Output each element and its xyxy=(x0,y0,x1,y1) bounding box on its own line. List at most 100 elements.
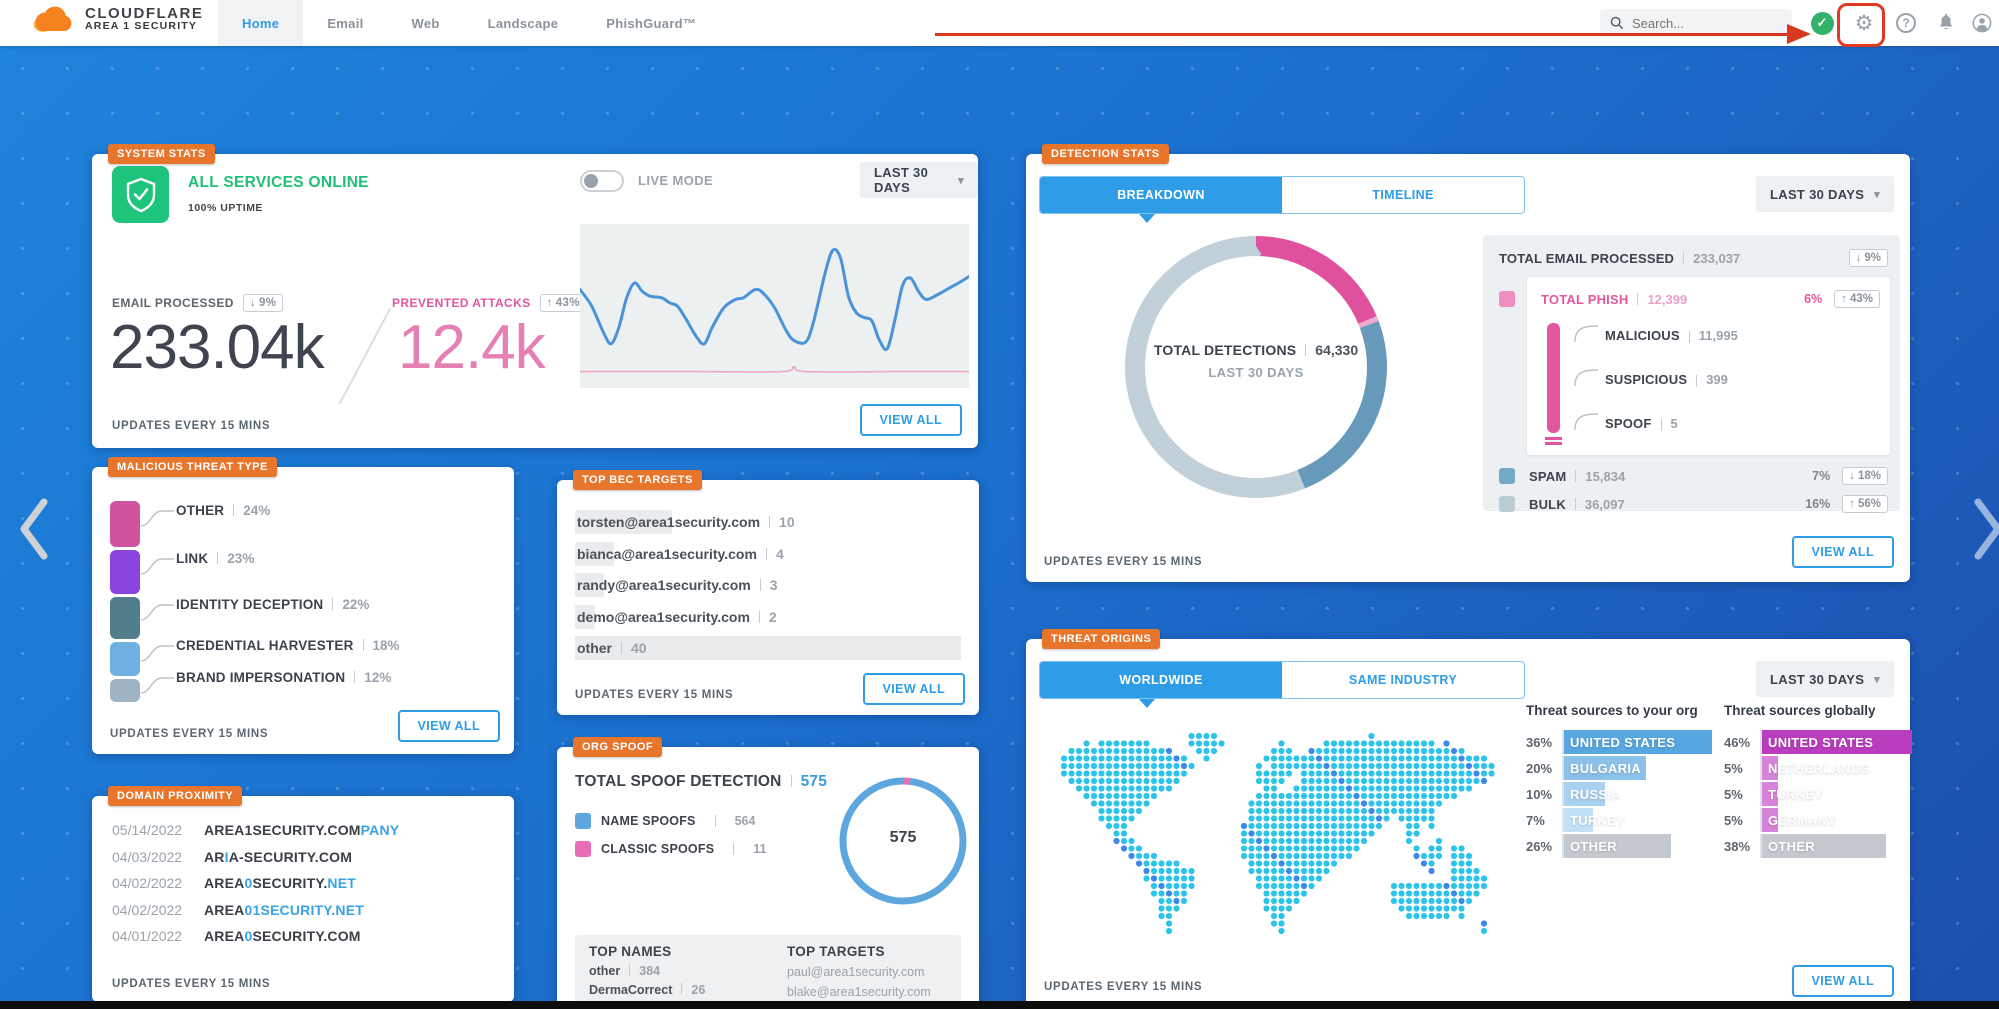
view-all-button[interactable]: VIEW ALL xyxy=(1791,536,1894,568)
connector-line xyxy=(140,558,174,575)
updates-note: UPDATES EVERY 15 MINS xyxy=(112,978,271,990)
delta-badge: ↓ 18% xyxy=(1842,467,1888,485)
nav-item-phishguard[interactable]: PhishGuard™ xyxy=(606,15,697,31)
view-all-button[interactable]: VIEW ALL xyxy=(859,404,962,436)
bec-count-bar xyxy=(575,510,672,534)
bulk-legend-swatch xyxy=(1499,496,1515,512)
detections-donut-center: TOTAL DETECTIONS 64,330 LAST 30 DAYS xyxy=(1153,342,1359,380)
help-icon[interactable]: ? xyxy=(1890,0,1922,46)
threat-source-row: 7% TURKEY xyxy=(1526,808,1714,832)
email-processed-label: EMAIL PROCESSED ↓ 9% xyxy=(112,294,284,312)
card-badge: ORG SPOOF xyxy=(573,737,663,757)
top-target-row: paul@area1security.com xyxy=(787,965,925,979)
extension-shield-check-icon[interactable]: ✓ xyxy=(1806,0,1838,46)
threat-type-swatch xyxy=(110,642,140,676)
uptime-text: 100% UPTIME xyxy=(188,202,263,214)
threat-source-bar: OTHER xyxy=(1564,834,1671,858)
annotation-arrowhead xyxy=(1787,24,1811,44)
threat-source-bar: OTHER xyxy=(1762,834,1886,858)
threat-source-barzone: TURKEY xyxy=(1562,808,1714,832)
threat-source-row: 5% NETHERLANDS xyxy=(1724,756,1912,780)
live-mode-toggle[interactable] xyxy=(580,170,624,192)
legend-swatch xyxy=(575,841,591,857)
nav-item-web[interactable]: Web xyxy=(411,15,440,31)
threat-source-bar: BULGARIA xyxy=(1564,756,1647,780)
bec-target-text: randy@area1security.com 3 xyxy=(577,577,778,593)
nav-item-landscape[interactable]: Landscape xyxy=(487,15,559,31)
detection-breakdown-panel: TOTAL EMAIL PROCESSED 233,037 ↓ 9% TOTAL P… xyxy=(1483,235,1900,513)
top-names-column: TOP NAMES other384DermaCorrect26Male Sol… xyxy=(589,944,705,1009)
threat-source-bar: UNITED STATES xyxy=(1564,730,1712,754)
suspicious-row: SUSPICIOUS 399 xyxy=(1573,365,1728,387)
total-phish-subcard: TOTAL PHISH 12,399 6% ↑ 43% MALICIOUS 11,99… xyxy=(1527,277,1890,455)
threat-source-row: 5% TURKEY xyxy=(1724,782,1912,806)
delta-badge: ↓ 9% xyxy=(1848,249,1888,267)
brand-text: CLOUDFLARE AREA 1 SECURITY xyxy=(85,4,204,33)
search-box[interactable] xyxy=(1600,9,1792,37)
threat-source-barzone: TURKEY xyxy=(1760,782,1912,806)
brand-logo[interactable]: CLOUDFLARE AREA 1 SECURITY xyxy=(30,4,203,34)
brand-name: CLOUDFLARE xyxy=(85,4,204,22)
threat-source-bar: TURKEY xyxy=(1762,782,1823,806)
system-stats-card: SYSTEM STATS ALL SERVICES ONLINE 100% UP… xyxy=(92,144,978,448)
connector-line xyxy=(1574,413,1599,431)
threat-origins-tabs: WORLDWIDE SAME INDUSTRY xyxy=(1039,661,1525,699)
threat-source-row: 46% UNITED STATES xyxy=(1724,730,1912,754)
threat-type-row: LINK 23% xyxy=(176,551,255,566)
carousel-left-button[interactable] xyxy=(12,494,56,564)
carousel-right-button[interactable] xyxy=(1974,494,1999,564)
domain-row: 04/03/2022 ARIA-SECURITY.COM xyxy=(112,848,353,865)
threat-source-barzone: RUSSIA xyxy=(1562,782,1714,806)
bec-target-row: demo@area1security.com 2 xyxy=(575,604,961,629)
status-shield-icon xyxy=(112,166,169,223)
detection-tabs: BREAKDOWN TIMELINE xyxy=(1039,176,1525,214)
search-input[interactable] xyxy=(1632,15,1772,31)
date-range-dropdown[interactable]: LAST 30 DAYS ▾ xyxy=(1756,661,1894,697)
date-range-dropdown[interactable]: LAST 30 DAYS ▾ xyxy=(860,162,978,198)
malicious-threat-type-card: MALICIOUS THREAT TYPE OTHER 24% LINK 23% IDE… xyxy=(92,457,514,754)
threat-source-row: 26% OTHER xyxy=(1526,834,1714,858)
tab-breakdown[interactable]: BREAKDOWN xyxy=(1040,177,1282,213)
view-all-button[interactable]: VIEW ALL xyxy=(1791,965,1894,997)
connector-line xyxy=(1574,369,1599,387)
card-badge: TOP BEC TARGETS xyxy=(573,470,702,490)
active-tab-pointer xyxy=(1139,699,1155,708)
user-avatar-icon[interactable] xyxy=(1966,0,1998,46)
bec-target-row: torsten@area1security.com 10 xyxy=(575,510,961,534)
nav-item-home[interactable]: Home xyxy=(218,0,304,46)
chevron-down-icon: ▾ xyxy=(958,174,964,187)
threat-source-barzone: NETHERLANDS xyxy=(1760,756,1912,780)
threat-sources-org-column: Threat sources to your org 36% UNITED STA… xyxy=(1526,703,1714,860)
updates-note: UPDATES EVERY 15 MINS xyxy=(110,728,269,740)
delta-badge: ↑ 56% xyxy=(1842,495,1888,513)
view-all-button[interactable]: VIEW ALL xyxy=(862,673,965,705)
date-range-dropdown[interactable]: LAST 30 DAYS ▾ xyxy=(1756,176,1894,212)
bell-icon[interactable] xyxy=(1930,0,1962,46)
detections-donut-chart xyxy=(1125,236,1387,498)
spam-legend-swatch xyxy=(1499,468,1515,484)
phish-share: 6% xyxy=(1804,292,1823,306)
tab-timeline[interactable]: TIMELINE xyxy=(1372,188,1434,202)
prevented-attacks-value: 12.4k xyxy=(398,313,546,382)
card-badge: DETECTION STATS xyxy=(1042,144,1169,164)
bec-count-bar xyxy=(575,573,604,597)
detection-stats-card: DETECTION STATS BREAKDOWN TIMELINE LAST … xyxy=(1026,144,1910,582)
tab-same-industry[interactable]: SAME INDUSTRY xyxy=(1348,673,1458,687)
bec-target-text: other 40 xyxy=(577,640,647,656)
nav-item-email[interactable]: Email xyxy=(327,15,364,31)
annotation-line xyxy=(935,33,1787,36)
top-nav: CLOUDFLARE AREA 1 SECURITY Home Email We… xyxy=(0,0,1999,46)
threat-source-bar: UNITED STATES xyxy=(1762,730,1912,754)
view-all-button[interactable]: VIEW ALL xyxy=(397,710,500,742)
threat-type-row: CREDENTIAL HARVESTER 18% xyxy=(176,638,400,653)
delta-badge: ↑ 43% xyxy=(1834,290,1880,308)
traffic-sparkline-chart xyxy=(580,224,969,388)
domain-row: 04/02/2022 AREA0SECURITY.NET xyxy=(112,875,357,891)
card-badge: SYSTEM STATS xyxy=(108,144,215,164)
updates-note: UPDATES EVERY 15 MINS xyxy=(1044,981,1203,993)
phish-vertical-bar xyxy=(1547,323,1560,433)
gear-icon[interactable]: ⚙ xyxy=(1854,11,1874,35)
threat-source-row: 36% UNITED STATES xyxy=(1526,730,1714,754)
tab-worldwide[interactable]: WORLDWIDE xyxy=(1040,662,1282,698)
